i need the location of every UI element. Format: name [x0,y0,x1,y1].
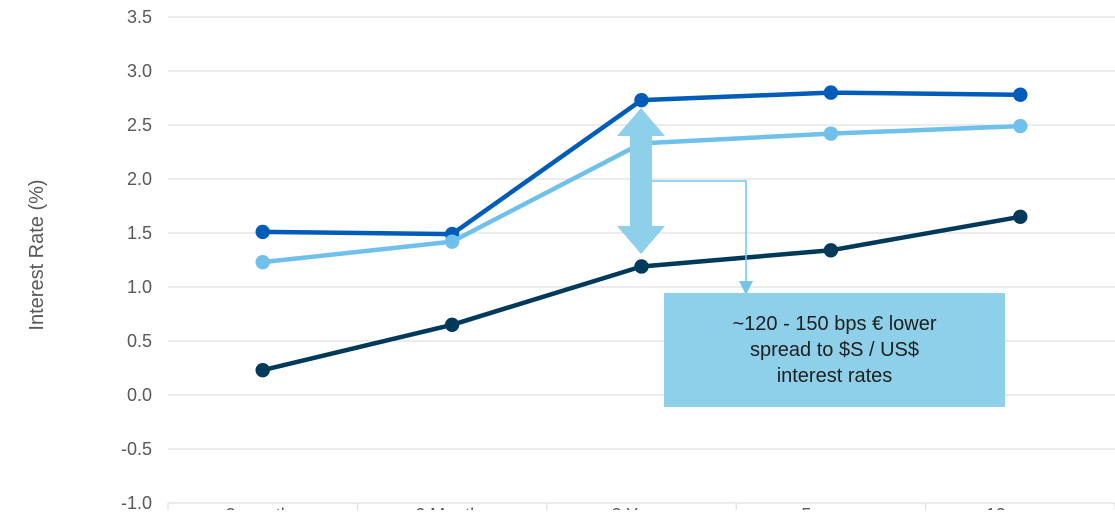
x-tick-label: 3 months [226,505,300,510]
data-point [255,362,270,378]
y-tick-label: 2.0 [127,169,152,189]
y-axis-title: Interest Rate (%) [26,179,48,330]
y-tick-label: -0.5 [121,439,152,459]
x-tick-label: 6 Months [415,505,489,510]
data-point [444,317,460,332]
data-point [255,224,270,240]
x-tick-label: 5 years [801,505,860,510]
category-layer: 3 months 6 Months 2 Years 5 years 10 years [167,503,1115,515]
data-point [444,234,460,249]
data-point [1013,209,1028,224]
y-tick-label: 1.0 [127,277,152,297]
y-tick-label: 2.5 [127,115,152,135]
annotation-connector-line [652,180,747,287]
y-tick-label: 0.0 [127,385,152,405]
y-tick-label: 1.5 [127,223,152,243]
data-point [634,259,649,274]
axis-layer: 3.5 3.0 2.5 2.0 1.5 1.0 0.5 0.0 -0.5 -1.0 [121,7,152,513]
data-point [255,254,270,270]
annotation-layer [617,108,753,295]
data-point [1013,118,1028,134]
data-point [823,126,839,141]
annotation-callout-box: ~120 - 150 bps € lower spread to $S / US… [664,293,1005,407]
data-point [1013,87,1028,102]
x-tick-label: 10 years [986,505,1055,510]
y-tick-label: -1.0 [121,493,152,510]
data-point [823,85,839,100]
y-tick-label: 0.5 [127,331,152,351]
annotation-arrowhead-icon [739,281,753,295]
data-point [823,243,839,258]
y-tick-label: 3.0 [127,61,152,81]
x-tick-label: 2 Years [611,505,671,510]
annotation-callout-text: ~120 - 150 bps € lower spread to $S / US… [732,313,937,387]
double-headed-arrow-icon [617,108,665,254]
y-tick-label: 3.5 [127,7,152,27]
data-point [634,92,649,108]
